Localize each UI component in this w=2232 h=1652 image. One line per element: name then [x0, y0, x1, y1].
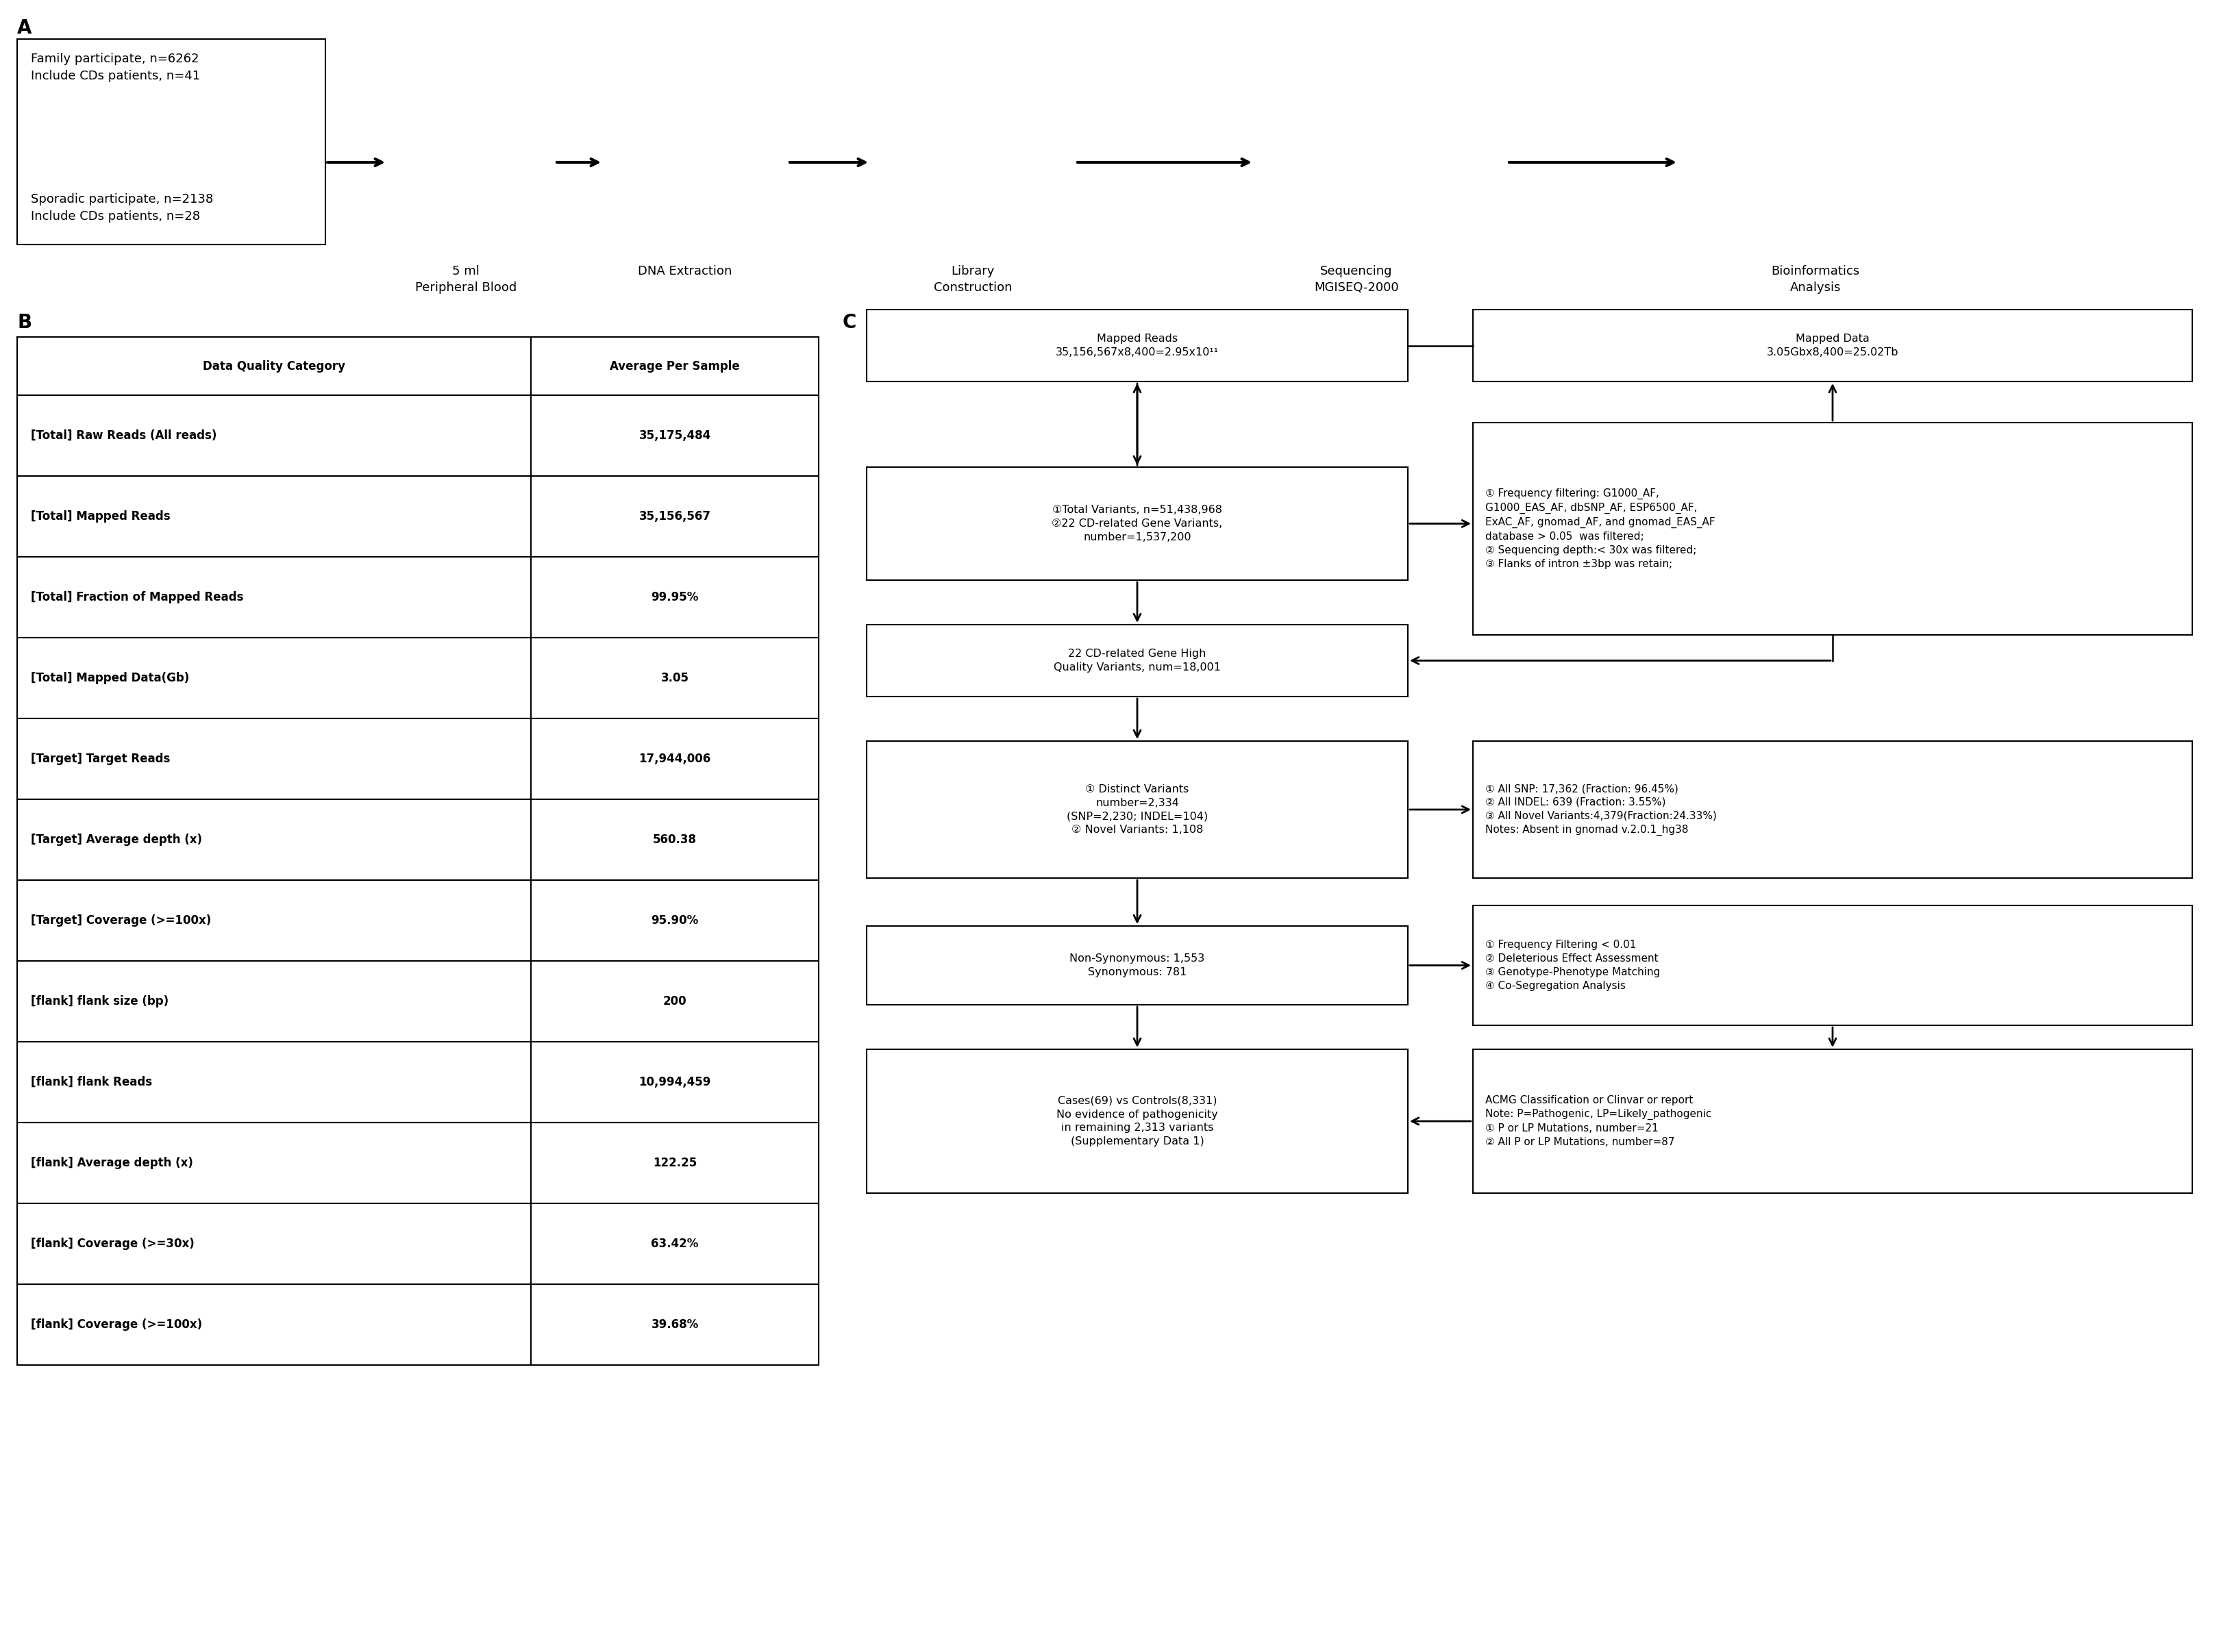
- Text: ① Frequency Filtering < 0.01
② Deleterious Effect Assessment
③ Genotype-Phenotyp: ① Frequency Filtering < 0.01 ② Deleterio…: [1484, 940, 1661, 991]
- FancyBboxPatch shape: [18, 1203, 531, 1284]
- Text: Average Per Sample: Average Per Sample: [609, 360, 739, 372]
- Text: Data Quality Category: Data Quality Category: [203, 360, 346, 372]
- Text: ① Distinct Variants
number=2,334
(SNP=2,230; INDEL=104)
② Novel Variants: 1,108: ① Distinct Variants number=2,334 (SNP=2,…: [1067, 785, 1208, 834]
- Text: 5 ml
Peripheral Blood: 5 ml Peripheral Blood: [415, 264, 516, 294]
- Text: [Total] Mapped Reads: [Total] Mapped Reads: [31, 510, 170, 522]
- FancyBboxPatch shape: [18, 881, 531, 961]
- FancyBboxPatch shape: [866, 468, 1408, 580]
- Text: [flank] Average depth (x): [flank] Average depth (x): [31, 1156, 194, 1170]
- Text: B: B: [18, 312, 31, 332]
- Text: C: C: [844, 312, 857, 332]
- FancyBboxPatch shape: [531, 961, 819, 1042]
- FancyBboxPatch shape: [531, 1203, 819, 1284]
- FancyBboxPatch shape: [1473, 423, 2192, 634]
- Text: [Target] Average depth (x): [Target] Average depth (x): [31, 834, 203, 846]
- Text: [Total] Mapped Data(Gb): [Total] Mapped Data(Gb): [31, 672, 190, 684]
- FancyBboxPatch shape: [866, 309, 1408, 382]
- Text: 63.42%: 63.42%: [652, 1237, 699, 1251]
- Text: 22 CD-related Gene High
Quality Variants, num=18,001: 22 CD-related Gene High Quality Variants…: [1054, 649, 1221, 672]
- Text: Family participate, n=6262
Include CDs patients, n=41: Family participate, n=6262 Include CDs p…: [31, 53, 201, 83]
- FancyBboxPatch shape: [18, 1284, 531, 1365]
- Text: Cases(69) vs Controls(8,331)
No evidence of pathogenicity
in remaining 2,313 var: Cases(69) vs Controls(8,331) No evidence…: [1056, 1095, 1219, 1146]
- Text: 39.68%: 39.68%: [652, 1318, 699, 1332]
- FancyBboxPatch shape: [866, 1049, 1408, 1193]
- FancyBboxPatch shape: [18, 800, 531, 881]
- FancyBboxPatch shape: [18, 395, 531, 476]
- FancyBboxPatch shape: [531, 1123, 819, 1203]
- FancyBboxPatch shape: [866, 927, 1408, 1004]
- Text: Sequencing
MGISEQ-2000: Sequencing MGISEQ-2000: [1315, 264, 1399, 294]
- Text: ACMG Classification or Clinvar or report
Note: P=Pathogenic, LP=Likely_pathogeni: ACMG Classification or Clinvar or report…: [1484, 1095, 1712, 1146]
- Text: Bioinformatics
Analysis: Bioinformatics Analysis: [1772, 264, 1859, 294]
- FancyBboxPatch shape: [1473, 1049, 2192, 1193]
- Text: [flank] Coverage (>=30x): [flank] Coverage (>=30x): [31, 1237, 194, 1251]
- Text: 99.95%: 99.95%: [652, 591, 699, 603]
- Text: [flank] flank size (bp): [flank] flank size (bp): [31, 995, 170, 1008]
- Text: 95.90%: 95.90%: [652, 914, 699, 927]
- Text: ① All SNP: 17,362 (Fraction: 96.45%)
② All INDEL: 639 (Fraction: 3.55%)
③ All No: ① All SNP: 17,362 (Fraction: 96.45%) ② A…: [1484, 783, 1716, 836]
- Text: Mapped Reads
35,156,567x8,400=2.95x10¹¹: Mapped Reads 35,156,567x8,400=2.95x10¹¹: [1056, 334, 1219, 357]
- Text: [Total] Fraction of Mapped Reads: [Total] Fraction of Mapped Reads: [31, 591, 243, 603]
- FancyBboxPatch shape: [18, 638, 531, 719]
- Text: 122.25: 122.25: [652, 1156, 696, 1170]
- FancyBboxPatch shape: [18, 337, 531, 395]
- FancyBboxPatch shape: [18, 1042, 531, 1123]
- Text: 10,994,459: 10,994,459: [638, 1075, 712, 1089]
- Text: 200: 200: [663, 995, 687, 1008]
- FancyBboxPatch shape: [531, 881, 819, 961]
- FancyBboxPatch shape: [531, 638, 819, 719]
- Text: Mapped Data
3.05Gbx8,400=25.02Tb: Mapped Data 3.05Gbx8,400=25.02Tb: [1768, 334, 1899, 357]
- Text: 17,944,006: 17,944,006: [638, 753, 710, 765]
- Text: [Target] Target Reads: [Target] Target Reads: [31, 753, 170, 765]
- FancyBboxPatch shape: [531, 800, 819, 881]
- FancyBboxPatch shape: [18, 1123, 531, 1203]
- Text: 35,175,484: 35,175,484: [638, 430, 710, 441]
- FancyBboxPatch shape: [531, 1042, 819, 1123]
- Text: Non-Synonymous: 1,553
Synonymous: 781: Non-Synonymous: 1,553 Synonymous: 781: [1069, 953, 1205, 978]
- FancyBboxPatch shape: [531, 1284, 819, 1365]
- FancyBboxPatch shape: [18, 961, 531, 1042]
- Text: A: A: [18, 18, 31, 38]
- Text: Library
Construction: Library Construction: [933, 264, 1011, 294]
- Text: Sporadic participate, n=2138
Include CDs patients, n=28: Sporadic participate, n=2138 Include CDs…: [31, 193, 214, 223]
- FancyBboxPatch shape: [531, 337, 819, 395]
- FancyBboxPatch shape: [18, 719, 531, 800]
- FancyBboxPatch shape: [866, 624, 1408, 697]
- Text: DNA Extraction: DNA Extraction: [638, 264, 732, 278]
- FancyBboxPatch shape: [531, 719, 819, 800]
- FancyBboxPatch shape: [18, 476, 531, 557]
- Text: ①Total Variants, n=51,438,968
②22 CD-related Gene Variants,
number=1,537,200: ①Total Variants, n=51,438,968 ②22 CD-rel…: [1051, 506, 1223, 542]
- FancyBboxPatch shape: [531, 395, 819, 476]
- FancyBboxPatch shape: [18, 557, 531, 638]
- FancyBboxPatch shape: [1473, 742, 2192, 879]
- Text: 3.05: 3.05: [661, 672, 690, 684]
- FancyBboxPatch shape: [531, 476, 819, 557]
- Text: ① Frequency filtering: G1000_AF,
G1000_EAS_AF, dbSNP_AF, ESP6500_AF,
ExAC_AF, gn: ① Frequency filtering: G1000_AF, G1000_E…: [1484, 489, 1714, 568]
- Text: [flank] flank Reads: [flank] flank Reads: [31, 1075, 152, 1089]
- FancyBboxPatch shape: [866, 742, 1408, 879]
- Text: [Target] Coverage (>=100x): [Target] Coverage (>=100x): [31, 914, 212, 927]
- FancyBboxPatch shape: [1473, 905, 2192, 1026]
- FancyBboxPatch shape: [531, 557, 819, 638]
- Text: [Total] Raw Reads (All reads): [Total] Raw Reads (All reads): [31, 430, 217, 441]
- Text: 35,156,567: 35,156,567: [638, 510, 710, 522]
- Text: [flank] Coverage (>=100x): [flank] Coverage (>=100x): [31, 1318, 203, 1332]
- FancyBboxPatch shape: [1473, 309, 2192, 382]
- Text: 560.38: 560.38: [654, 834, 696, 846]
